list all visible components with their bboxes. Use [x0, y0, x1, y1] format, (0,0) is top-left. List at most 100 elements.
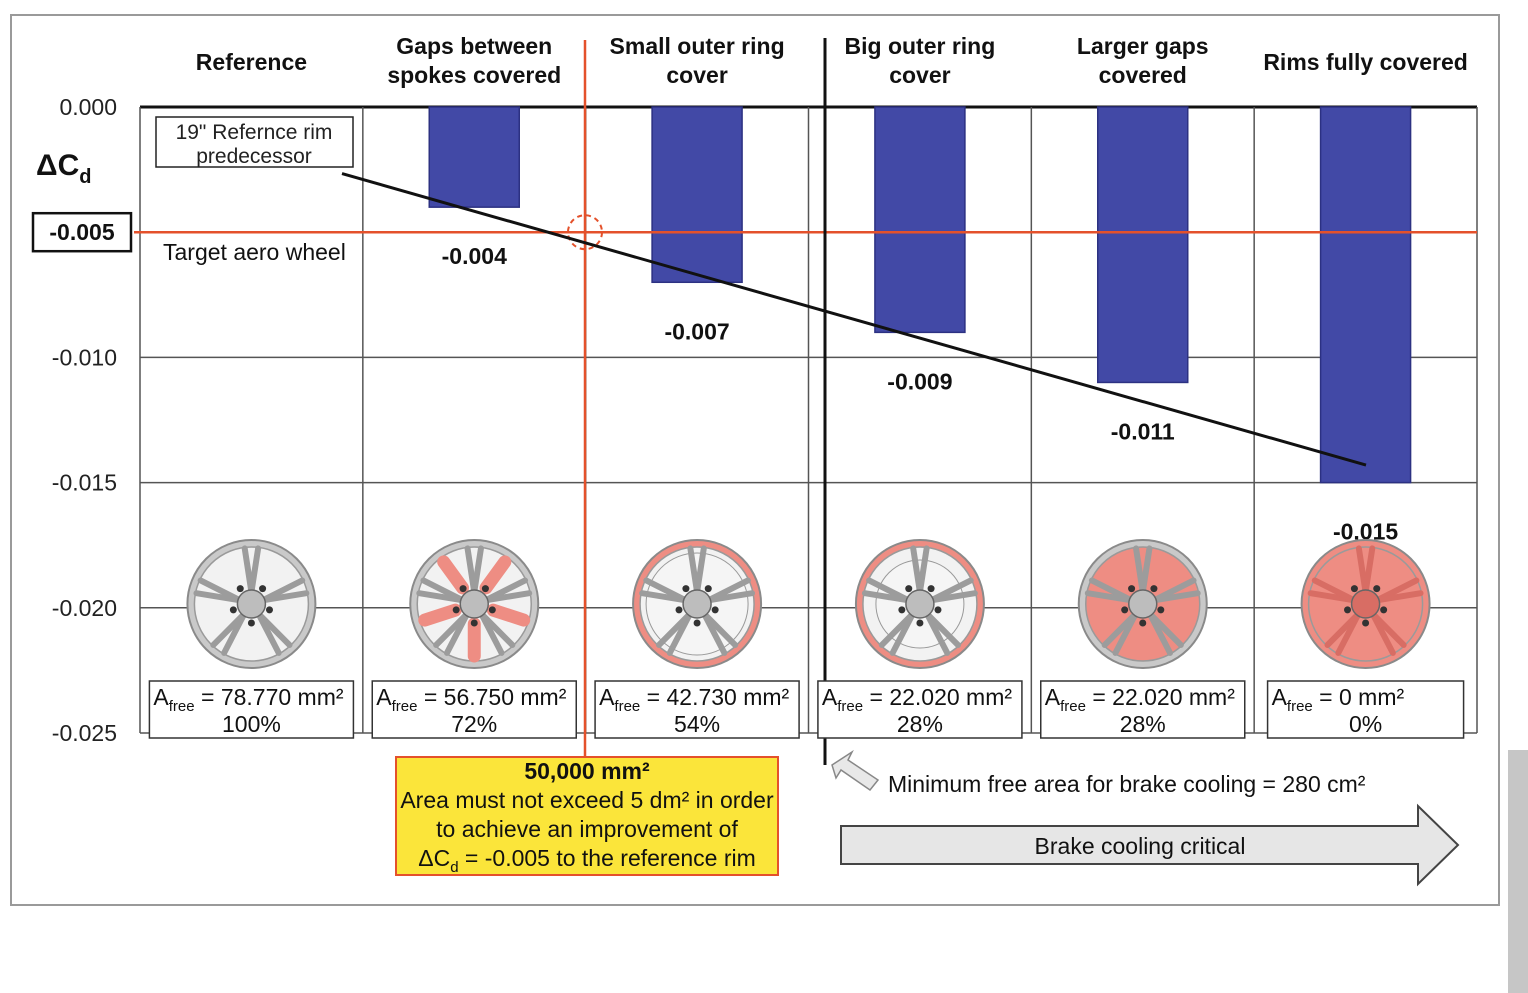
scrollbar[interactable] — [1508, 750, 1528, 993]
spoke — [1324, 610, 1362, 649]
value-label-bg — [1102, 413, 1183, 448]
value-label-bg — [879, 363, 960, 398]
free-area-percent: 100% — [222, 711, 281, 737]
free-area-percent: 0% — [1349, 711, 1382, 737]
wheel-icon — [1300, 539, 1431, 669]
lug-nut — [1344, 606, 1352, 614]
spoke — [923, 610, 951, 656]
lug-nut — [682, 585, 690, 593]
free-area-label: Afree = 22.020 mm² — [1045, 684, 1235, 715]
covered-gap — [486, 603, 531, 627]
lug-nut — [1350, 585, 1358, 593]
spoke — [705, 590, 756, 604]
spoke — [643, 577, 689, 604]
covered-gap — [418, 603, 462, 627]
lug-nut — [898, 606, 906, 614]
spoke — [433, 610, 471, 649]
lug-nut — [459, 585, 467, 593]
covered-gap — [437, 555, 469, 595]
reference-rim-label: predecessor — [196, 145, 312, 168]
spoke — [1101, 610, 1139, 649]
lug-nut — [1380, 606, 1388, 614]
free-area-percent: 28% — [1120, 711, 1166, 737]
free-area-percent: 72% — [451, 711, 497, 737]
y-tick-label: -0.020 — [52, 595, 117, 621]
lug-nut — [470, 619, 478, 627]
free-area-label: Afree = 56.750 mm² — [376, 684, 566, 715]
lug-nut — [711, 606, 719, 614]
free-area-percent: 54% — [674, 711, 720, 737]
free-area-percent: 28% — [897, 711, 943, 737]
reference-rim-label: 19" Refernce rim — [176, 121, 333, 144]
spoke — [255, 610, 282, 656]
value-label: -0.004 — [442, 243, 507, 269]
free-area-label: Afree = 78.770 mm² — [153, 684, 343, 715]
covered-gap — [479, 555, 512, 595]
free-area-box — [1266, 680, 1465, 739]
free-area-box — [817, 680, 1023, 739]
min-area-note: Minimum free area for brake cooling = 28… — [888, 771, 1366, 797]
lug-nut — [247, 619, 255, 627]
spoke — [1146, 610, 1174, 656]
category-label: Gaps between — [396, 33, 552, 59]
category-label: Rims fully covered — [1263, 49, 1468, 75]
spoke — [248, 545, 262, 595]
spoke — [1362, 545, 1376, 595]
hub — [1350, 589, 1381, 619]
value-label: -0.011 — [1111, 418, 1175, 444]
lug-nut — [1128, 585, 1136, 593]
lug-nut — [1150, 585, 1158, 593]
y-tick-label: 0.000 — [59, 94, 117, 120]
y-tick-label: -0.025 — [52, 720, 117, 746]
bar — [428, 106, 520, 208]
value-label: -0.007 — [664, 318, 729, 344]
value-label: -0.009 — [887, 368, 952, 394]
spoke — [478, 610, 505, 656]
critical-arrow-label: Brake cooling critical — [1035, 833, 1246, 859]
wheel-icon — [1077, 539, 1208, 669]
free-area-box — [371, 680, 577, 739]
trend-line — [341, 172, 1367, 467]
target-label: Target aero wheel — [163, 239, 346, 265]
limit-note-line: Area must not exceed 5 dm² in order — [400, 787, 774, 813]
free-area-label: Afree = 0 mm² — [1272, 684, 1405, 715]
target-value-label: -0.005 — [49, 219, 114, 245]
target-value-box — [31, 211, 133, 253]
y-axis-label: ΔCd — [36, 149, 91, 188]
category-label: cover — [889, 62, 950, 88]
category-label: covered — [1099, 62, 1187, 88]
hub — [1128, 589, 1158, 619]
spoke — [471, 545, 484, 595]
bar — [651, 106, 743, 284]
bar — [874, 106, 966, 334]
spoke — [878, 610, 916, 649]
hub — [459, 589, 489, 619]
lug-nut — [916, 619, 924, 627]
limit-note-title: 50,000 mm² — [524, 758, 650, 784]
spoke — [1369, 610, 1396, 656]
free-area-label: Afree = 42.730 mm² — [599, 684, 789, 715]
pointer-arrow-icon — [831, 749, 880, 792]
lug-nut — [1139, 619, 1147, 627]
lug-nut — [229, 606, 237, 614]
category-label: Small outer ring — [610, 33, 785, 59]
y-tick-label: -0.015 — [52, 470, 117, 496]
lug-nut — [905, 585, 913, 593]
lug-nut — [481, 585, 489, 593]
free-area-box — [1040, 680, 1246, 739]
spoke — [928, 590, 978, 604]
lug-nut — [488, 606, 496, 614]
lug-nut — [934, 606, 942, 614]
wheel-icon — [632, 539, 763, 669]
free-area-label: Afree = 22.020 mm² — [822, 684, 1012, 715]
lug-nut — [265, 606, 273, 614]
lug-nut — [259, 585, 267, 593]
spoke — [694, 545, 707, 595]
spoke — [1151, 590, 1201, 604]
value-label-bg — [657, 313, 738, 348]
hub — [905, 589, 935, 619]
wheel-icon — [854, 539, 985, 669]
spoke — [197, 577, 244, 604]
spoke — [1373, 590, 1424, 604]
